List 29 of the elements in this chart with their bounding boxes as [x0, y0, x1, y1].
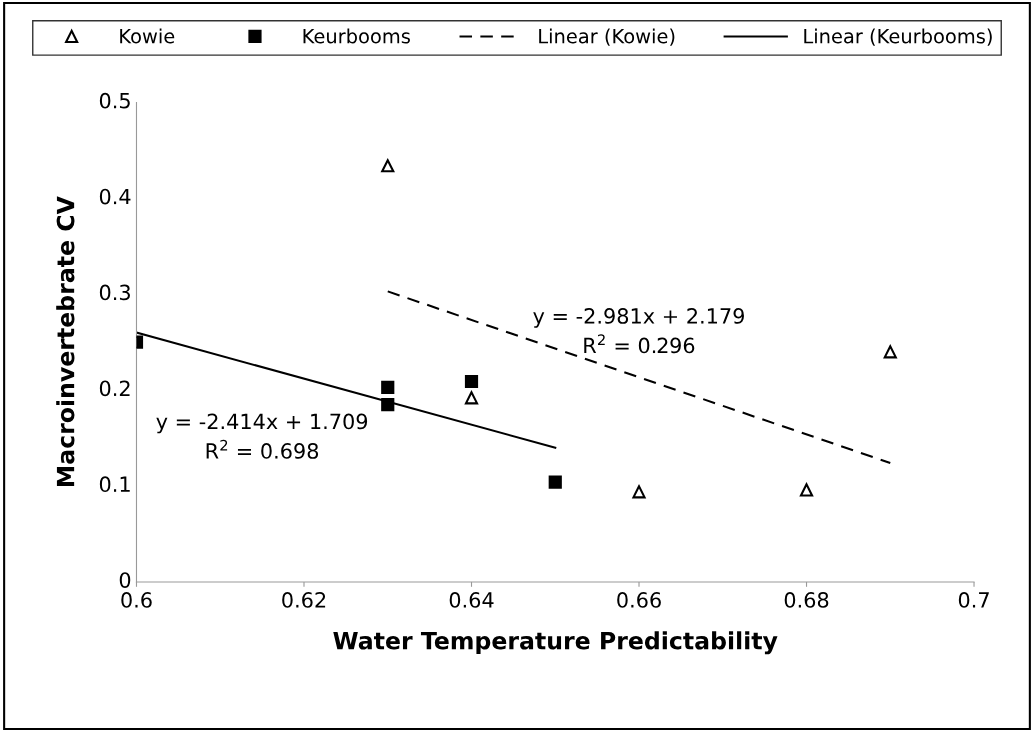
y-tick-label: 0.1: [99, 476, 130, 493]
point: [381, 159, 395, 173]
annotation: y = -2.981x + 2.179 R$^{2}$ = 0.296: [533, 308, 744, 354]
x-tick-label: 0.64: [449, 592, 494, 608]
point: [548, 475, 562, 489]
legend-label: Linear (Kowie): [539, 28, 675, 46]
point: [883, 345, 897, 359]
point: [464, 391, 479, 405]
legend-label: Keurbooms: [303, 28, 410, 44]
y-tick-label: 0: [119, 572, 131, 588]
point: [464, 374, 479, 389]
y-tick-label: 0.4: [99, 188, 131, 205]
point: [381, 380, 395, 394]
point: [799, 483, 814, 497]
legend-label: Kowie: [120, 28, 175, 44]
legend-label: Linear (Keurbooms): [804, 28, 992, 46]
x-tick-label: 0.68: [784, 592, 829, 608]
annotation: y = -2.414x + 1.709 R$^{2}$ = 0.698: [156, 413, 368, 459]
y-axis-title: Macroinvertebrate CV: [56, 196, 75, 487]
y-tick-label: 0.3: [99, 284, 130, 301]
x-tick-label: 0.7: [958, 592, 989, 608]
x-tick-label: 0.6: [121, 592, 152, 608]
x-tick-label: 0.66: [617, 592, 661, 608]
y-tick-label: 0.2: [99, 380, 130, 397]
point: [381, 397, 395, 412]
point: [632, 485, 646, 499]
x-tick-label: 0.62: [282, 592, 326, 608]
x-axis-title: Water Temperature Predictability: [333, 631, 778, 655]
y-tick-label: 0.5: [99, 92, 130, 109]
